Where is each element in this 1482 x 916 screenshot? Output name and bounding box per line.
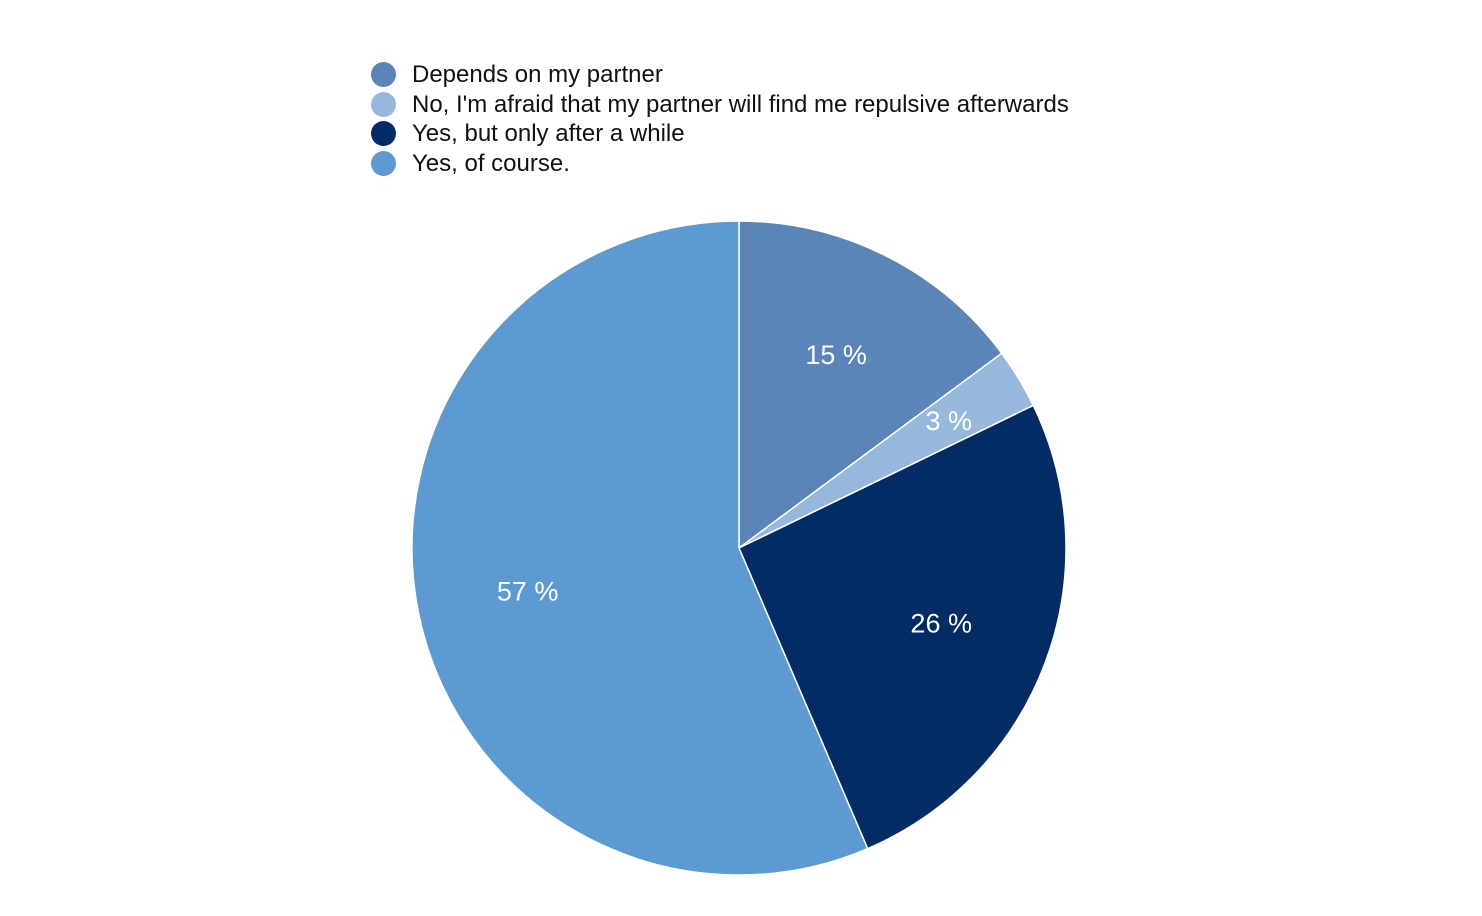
legend-label-yes-of-course: Yes, of course. xyxy=(412,149,570,177)
legend-swatch-depends-on-partner xyxy=(371,62,396,88)
legend-label-depends-on-partner: Depends on my partner xyxy=(412,61,663,89)
legend-label-yes-after-while: Yes, but only after a while xyxy=(412,120,685,148)
legend-item-depends-on-partner: Depends on my partner xyxy=(371,60,1069,90)
legend-swatch-yes-after-while xyxy=(371,121,396,147)
legend-item-yes-of-course: Yes, of course. xyxy=(371,149,1069,179)
legend-label-afraid-repulsive: No, I'm afraid that my partner will find… xyxy=(412,90,1069,118)
legend-item-afraid-repulsive: No, I'm afraid that my partner will find… xyxy=(371,90,1069,120)
legend: Depends on my partner No, I'm afraid tha… xyxy=(371,60,1069,178)
slice-label-depends-on-partner: 15 % xyxy=(805,340,867,370)
slice-label-yes-after-while: 26 % xyxy=(910,609,972,639)
legend-swatch-yes-of-course xyxy=(371,150,396,176)
pie-slice-yes-of-course xyxy=(411,220,869,876)
pie-slice-depends-on-partner xyxy=(738,220,1003,550)
legend-item-yes-after-while: Yes, but only after a while xyxy=(371,119,1069,149)
slice-label-yes-of-course: 57 % xyxy=(497,576,559,606)
slice-label-afraid-repulsive: 3 % xyxy=(926,406,973,436)
legend-swatch-afraid-repulsive xyxy=(371,91,396,117)
